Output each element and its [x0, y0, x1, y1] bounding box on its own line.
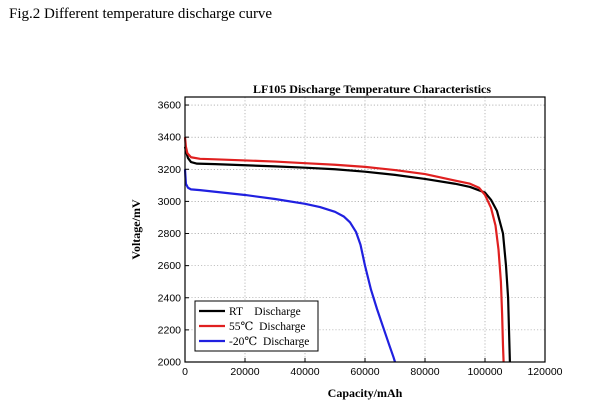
- series-line-0: [183, 146, 511, 363]
- x-tick-label: 60000: [350, 366, 379, 378]
- y-tick-label: 3200: [158, 164, 182, 176]
- x-tick-label: 100000: [467, 366, 502, 378]
- y-tick-label: 2000: [158, 357, 182, 369]
- legend-label-2: -20℃ Discharge: [229, 336, 309, 348]
- legend-label-1: 55℃ Discharge: [229, 321, 306, 333]
- chart-legend: RT Discharge 55℃ Discharge -20℃ Discharge: [194, 300, 319, 352]
- y-tick-label: 2400: [158, 292, 182, 304]
- legend-label-0: RT Discharge: [229, 306, 301, 318]
- figure-caption: Fig.2 Different temperature discharge cu…: [9, 6, 273, 22]
- y-tick-label: 2200: [158, 324, 182, 336]
- x-tick-label: 40000: [290, 366, 319, 378]
- series-lines: [183, 137, 511, 363]
- chart-title: LF105 Discharge Temperature Characterist…: [253, 82, 491, 96]
- series-line-2: [183, 169, 397, 363]
- y-tick-label: 2600: [158, 260, 182, 272]
- series-line-1: [183, 137, 505, 363]
- x-tick-label: 20000: [230, 366, 259, 378]
- x-tick-label: 120000: [527, 366, 562, 378]
- y-tick-label: 2800: [158, 228, 182, 240]
- y-tick-label: 3600: [158, 100, 182, 112]
- x-tick-label: 80000: [410, 366, 439, 378]
- x-axis-label: Capacity/mAh: [328, 386, 403, 400]
- axis-ticks: 2000 2200 2400 2600 2800 3000 3200 3400 3600 0 200…: [158, 100, 563, 378]
- x-tick-label: 0: [182, 366, 188, 378]
- y-axis-label: Voltage/mV: [129, 199, 143, 260]
- y-tick-label: 3400: [158, 132, 182, 144]
- y-tick-label: 3000: [158, 196, 182, 208]
